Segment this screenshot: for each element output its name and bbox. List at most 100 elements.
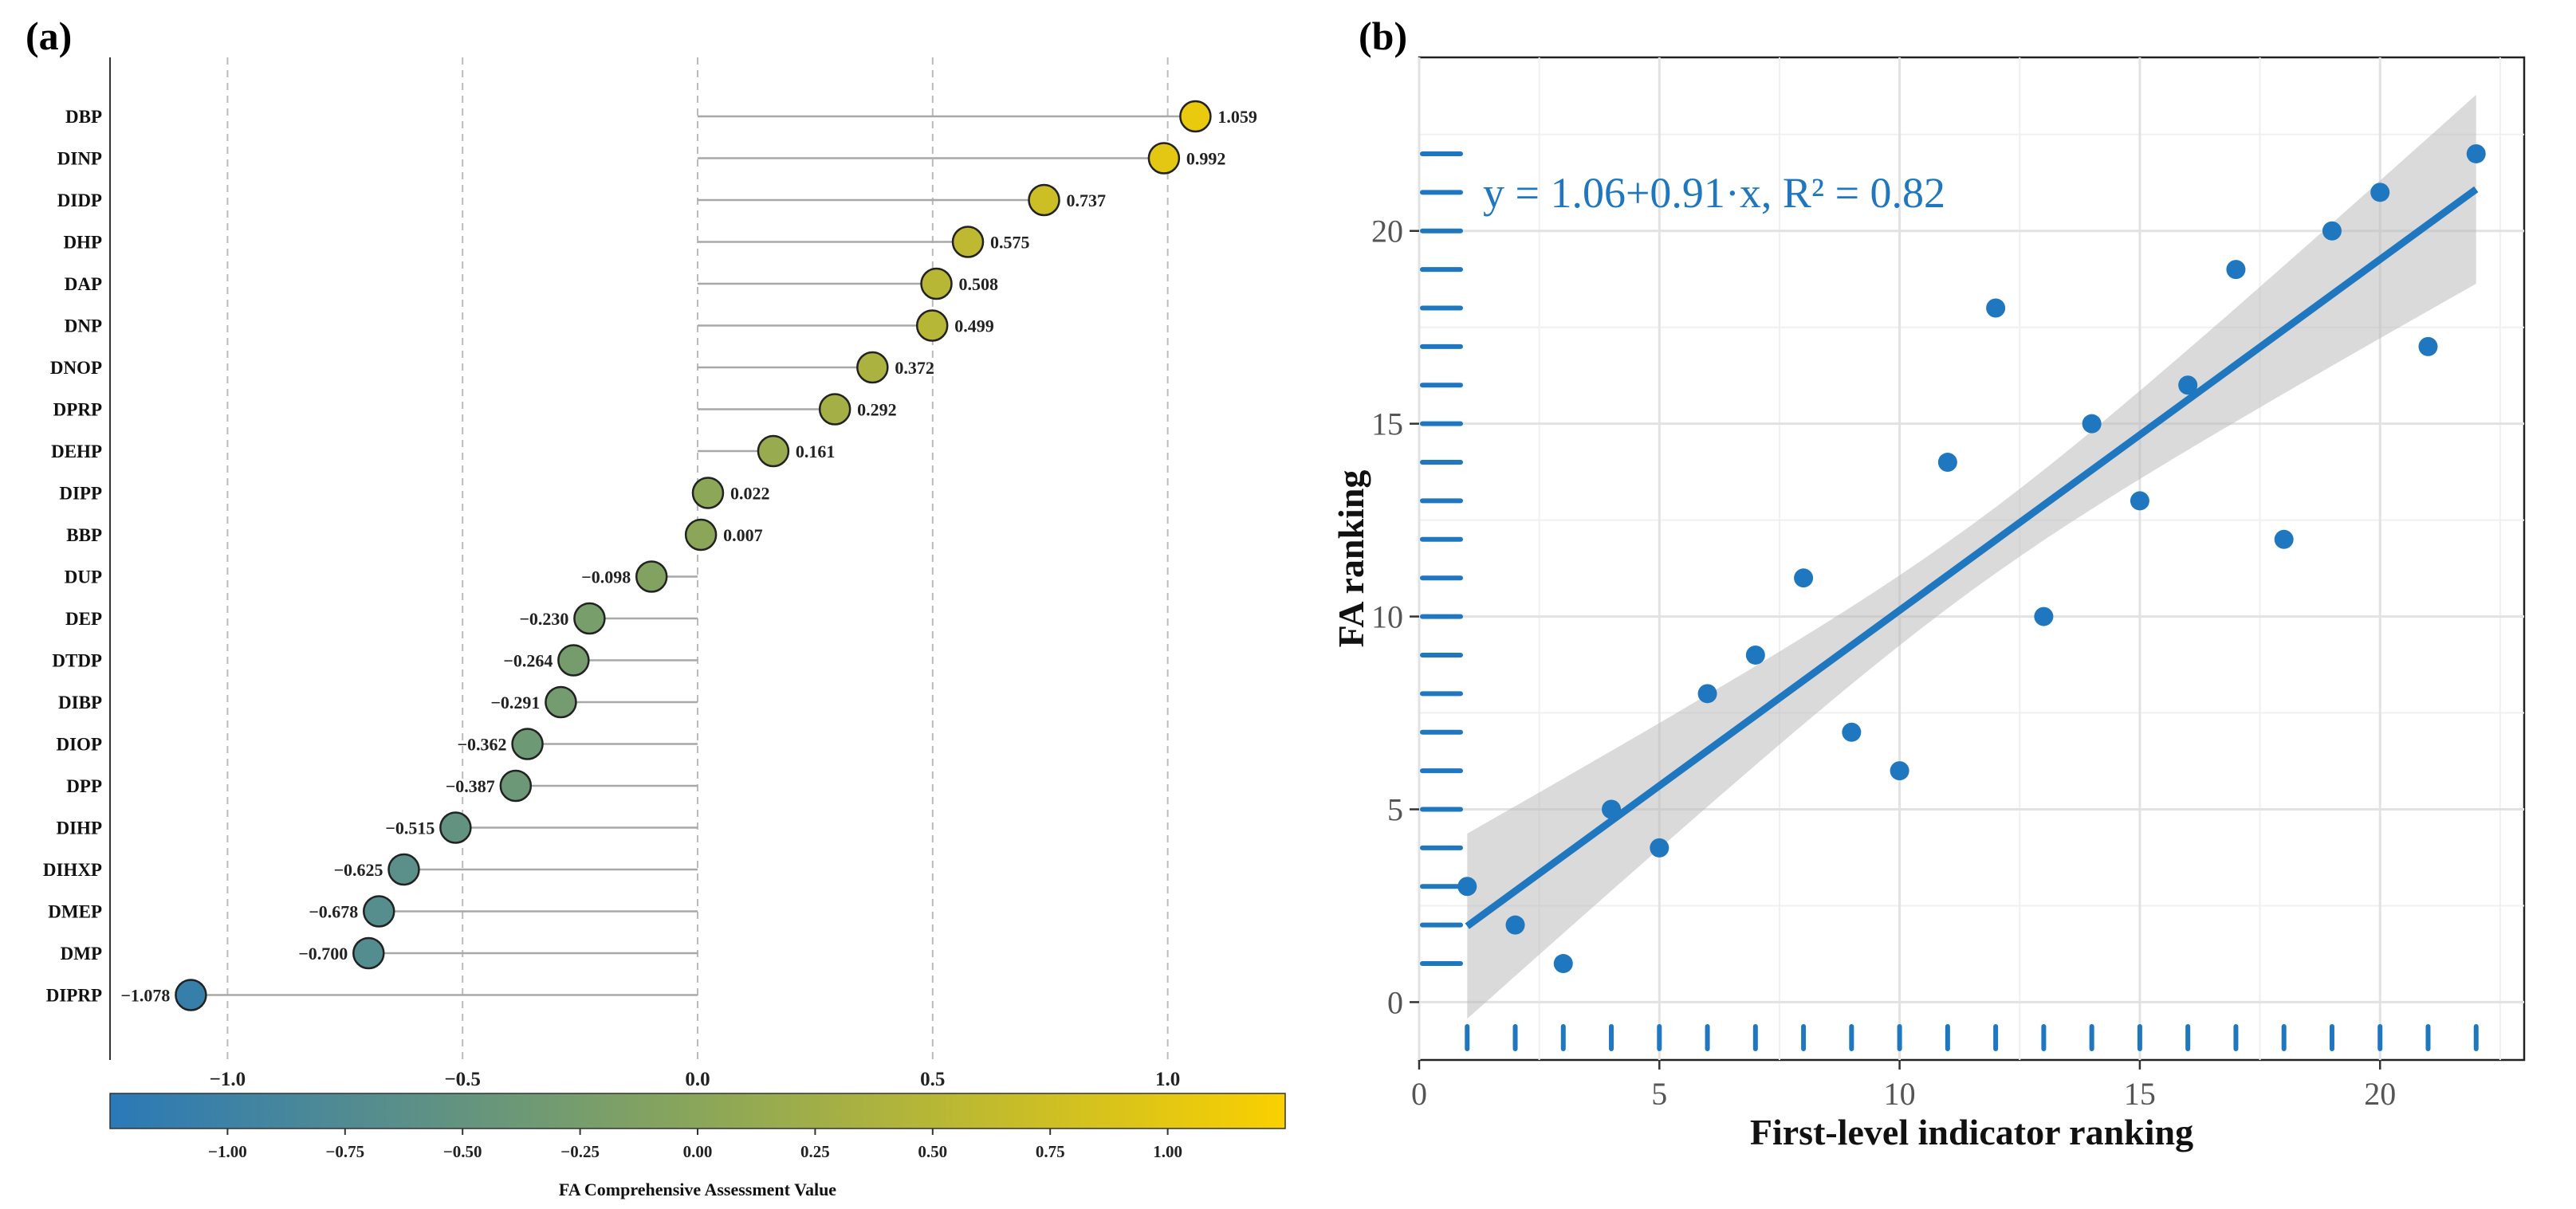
regression-line (1465, 186, 2479, 929)
panel-a-value-label: 0.022 (730, 484, 770, 504)
panel-a-dot (545, 685, 577, 719)
panel-b-x-tick-label: 15 (2124, 1076, 2156, 1112)
panel-a-dot (951, 226, 985, 258)
scatter-point (1890, 761, 1909, 781)
x-axis-title: First-level indicator ranking (1750, 1112, 2193, 1152)
panel-b-x-tick-label: 5 (1651, 1076, 1667, 1112)
panel-a-category-label: DINP (57, 149, 102, 169)
panel-a-category-label: DIPRP (46, 986, 102, 1006)
panel-b-y-tick-label: 10 (1371, 599, 1403, 635)
panel-a-x-tick-label: 0.0 (685, 1069, 710, 1090)
panel-a-dot (1179, 100, 1212, 133)
colorbar-tick-label: 1.00 (1153, 1142, 1182, 1161)
scatter-point (2034, 606, 2054, 626)
panel-a-value-label: −0.362 (458, 735, 507, 755)
scatter-point (2370, 183, 2390, 202)
panel-a-dot (557, 644, 590, 677)
panel-a-category-label: DNP (65, 316, 102, 336)
scatter-point (1505, 915, 1525, 935)
panel-a-value-label: −0.678 (309, 902, 358, 922)
panel-a-dot (573, 602, 606, 635)
panel-a-value-label: −1.078 (120, 986, 170, 1006)
colorbar (109, 1093, 1286, 1129)
colorbar-title: FA Comprehensive Assessment Value (559, 1180, 836, 1199)
panel-a-value-label: −0.387 (446, 776, 495, 796)
panel-b-y-tick-label: 5 (1387, 792, 1403, 828)
panel-a-x-tick-label: 1.0 (1155, 1069, 1180, 1090)
colorbar-tick-label: 0.00 (683, 1142, 713, 1161)
panel-a-dot (818, 393, 851, 426)
panel-a-value-label: 0.508 (959, 274, 999, 294)
scatter-point (1745, 645, 1765, 665)
panel-a-lollipop-chart: (a) DBP DINP DIDP DHP DAP DNP DNOP DPRP DEHP DIPP… (26, 14, 1286, 1199)
scatter-point (2226, 260, 2246, 280)
panel-a-category-label: DMP (61, 944, 102, 964)
panel-a-category-label: DEP (65, 609, 102, 629)
panel-a-dot (920, 267, 953, 300)
scatter-point (1986, 298, 2006, 318)
panel-b-y-tick-label: 0 (1387, 984, 1403, 1020)
scatter-point (1602, 799, 1622, 819)
panel-a-dot (175, 979, 207, 1011)
panel-a-value-label: 0.575 (990, 233, 1030, 253)
scatter-point (1650, 838, 1669, 858)
scatter-point (2466, 143, 2486, 163)
panel-b-x-tick-label: 10 (1884, 1076, 1916, 1112)
colorbar-tick-label: 0.75 (1036, 1142, 1065, 1161)
panel-a-category-label: DIOP (57, 735, 103, 755)
panel-a-value-label: 0.499 (954, 316, 994, 336)
panel-a-category-label: DEHP (51, 442, 102, 461)
panel-a-dot (1028, 183, 1060, 217)
panel-a-dot (439, 811, 472, 844)
panel-a-category-label: DIDP (57, 190, 102, 210)
panel-a-category-label: DNOP (50, 358, 102, 378)
scatter-point (1553, 954, 1573, 974)
y-axis-title: FA ranking (1331, 470, 1371, 648)
panel-a-dot (1147, 142, 1181, 175)
scatter-point (1697, 684, 1717, 704)
panel-a-category-label: DIHP (57, 818, 103, 838)
panel-a-value-label: 1.059 (1217, 107, 1257, 127)
panel-b-y-tick-label: 15 (1371, 406, 1403, 442)
panel-a-dot (499, 769, 533, 803)
panel-a-value-label: −0.230 (519, 609, 568, 629)
scatter-point (1937, 453, 1957, 473)
panel-a-category-label: DPRP (53, 400, 102, 420)
panel-b-scatter-chart: (b) y = 1.06+0.91·x, R² = 0.82 0 5 10 15 20 0… (1331, 14, 2526, 1152)
panel-a-category-label: DHP (63, 233, 102, 253)
colorbar-tick-label: 0.50 (918, 1142, 947, 1161)
panel-a-category-label: DIHXP (43, 860, 102, 880)
scatter-point (1457, 877, 1477, 897)
panel-a-value-label: −0.700 (298, 944, 348, 964)
panel-a-category-label: DIPP (59, 484, 102, 504)
panel-a-value-label: −0.264 (503, 651, 553, 671)
panel-a-dot (511, 728, 544, 760)
scatter-point (1794, 568, 1814, 588)
scatter-point (2322, 221, 2342, 241)
colorbar-tick-label: −0.75 (325, 1142, 364, 1161)
panel-a-dot (635, 560, 668, 593)
panel-a-dot (691, 477, 725, 509)
panel-a-category-label: DMEP (48, 902, 102, 922)
panel-b-label: (b) (1359, 14, 1407, 58)
panel-a-category-label: DUP (65, 567, 102, 587)
panel-a-dot (363, 895, 395, 928)
scatter-point (2274, 529, 2294, 549)
scatter-point (2130, 491, 2149, 511)
panel-a-value-label: −0.098 (581, 567, 631, 587)
panel-a-dot (352, 936, 385, 970)
panel-a-category-label: DBP (65, 107, 102, 127)
panel-a-dot (757, 434, 790, 468)
panel-a-value-label: 0.161 (796, 442, 835, 461)
panel-a-x-tick-label: −1.0 (210, 1069, 246, 1090)
panel-a-dot (915, 309, 949, 342)
panel-a-category-label: DAP (65, 274, 102, 294)
panel-a-value-label: −0.515 (385, 818, 435, 838)
panel-a-value-label: 0.992 (1186, 149, 1226, 169)
colorbar-tick-label: −0.25 (560, 1142, 600, 1161)
panel-a-value-label: 0.372 (895, 358, 934, 378)
panel-a-category-label: DPP (66, 776, 102, 796)
scatter-point (2418, 336, 2438, 356)
colorbar-tick-label: −0.50 (443, 1142, 482, 1161)
colorbar-tick-label: 0.25 (800, 1142, 830, 1161)
